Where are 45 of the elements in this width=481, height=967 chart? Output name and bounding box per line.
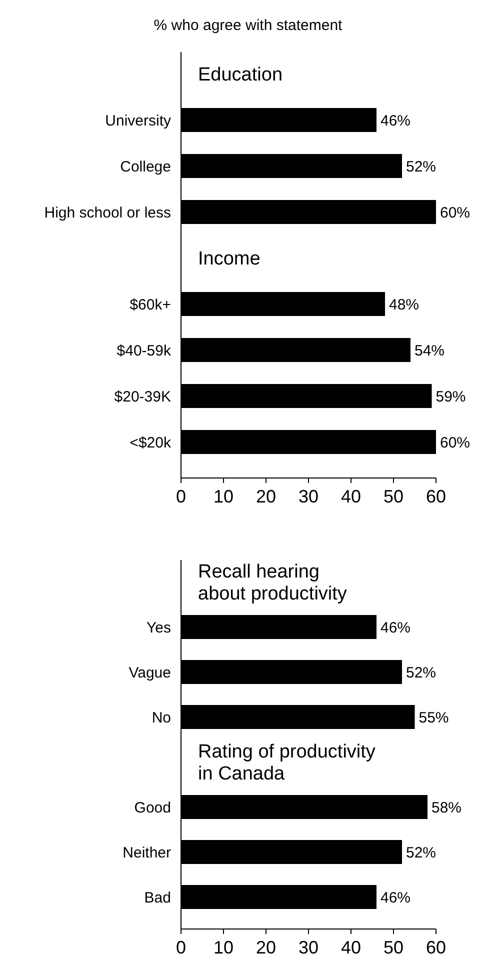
x-tick-label: 60: [426, 486, 446, 506]
x-tick-label: 50: [383, 937, 404, 958]
data-label: 60%: [440, 434, 470, 452]
y-tick-label: Bad: [144, 889, 171, 906]
annotation: Education: [198, 64, 283, 86]
x-tick-label: 10: [213, 937, 234, 958]
annotation: Recall hearing about productivity: [198, 562, 348, 605]
x-tick-label: 30: [298, 937, 319, 958]
data-label: 48%: [389, 296, 420, 314]
x-tick-label: 20: [256, 486, 276, 506]
data-label: 59%: [436, 388, 466, 406]
annotation: Rating of productivity in Canada: [198, 742, 376, 785]
y-tick-label: $60k+: [130, 296, 172, 314]
data-label: 58%: [432, 799, 462, 816]
chart-title: % who agree with statement: [154, 17, 344, 34]
y-tick-label: <$20k: [130, 434, 172, 452]
data-label: 54%: [414, 342, 445, 360]
y-tick-label: University: [105, 112, 172, 130]
data-label: 46%: [380, 889, 411, 906]
y-tick-label: Yes: [146, 619, 171, 636]
annotation: Income: [198, 248, 260, 270]
data-label: 46%: [380, 112, 411, 130]
x-tick-label: 0: [176, 486, 186, 506]
x-tick-label: 40: [340, 937, 362, 958]
data-label: 52%: [406, 158, 436, 176]
y-tick-label: High school or less: [44, 204, 171, 222]
x-tick-label: 10: [213, 486, 234, 506]
x-tick-label: 20: [256, 937, 276, 958]
data-label: 55%: [418, 709, 449, 726]
x-tick-label: 30: [298, 486, 319, 506]
y-tick-label: Good: [134, 799, 171, 816]
y-tick-label: $40-59k: [116, 342, 172, 360]
y-tick-label: $20-39K: [114, 388, 171, 406]
y-tick-label: College: [120, 158, 171, 176]
y-tick-label: Vague: [128, 664, 171, 682]
x-tick-label: 0: [176, 937, 186, 958]
x-tick-label: 60: [426, 937, 446, 958]
data-label: 52%: [406, 664, 436, 682]
y-tick-label: No: [152, 709, 171, 726]
x-tick-label: 50: [383, 486, 404, 506]
data-label: 52%: [406, 844, 436, 862]
y-tick-label: Neither: [122, 844, 171, 862]
data-label: 46%: [380, 619, 411, 636]
data-label: 60%: [440, 204, 470, 222]
x-tick-label: 40: [340, 486, 362, 506]
